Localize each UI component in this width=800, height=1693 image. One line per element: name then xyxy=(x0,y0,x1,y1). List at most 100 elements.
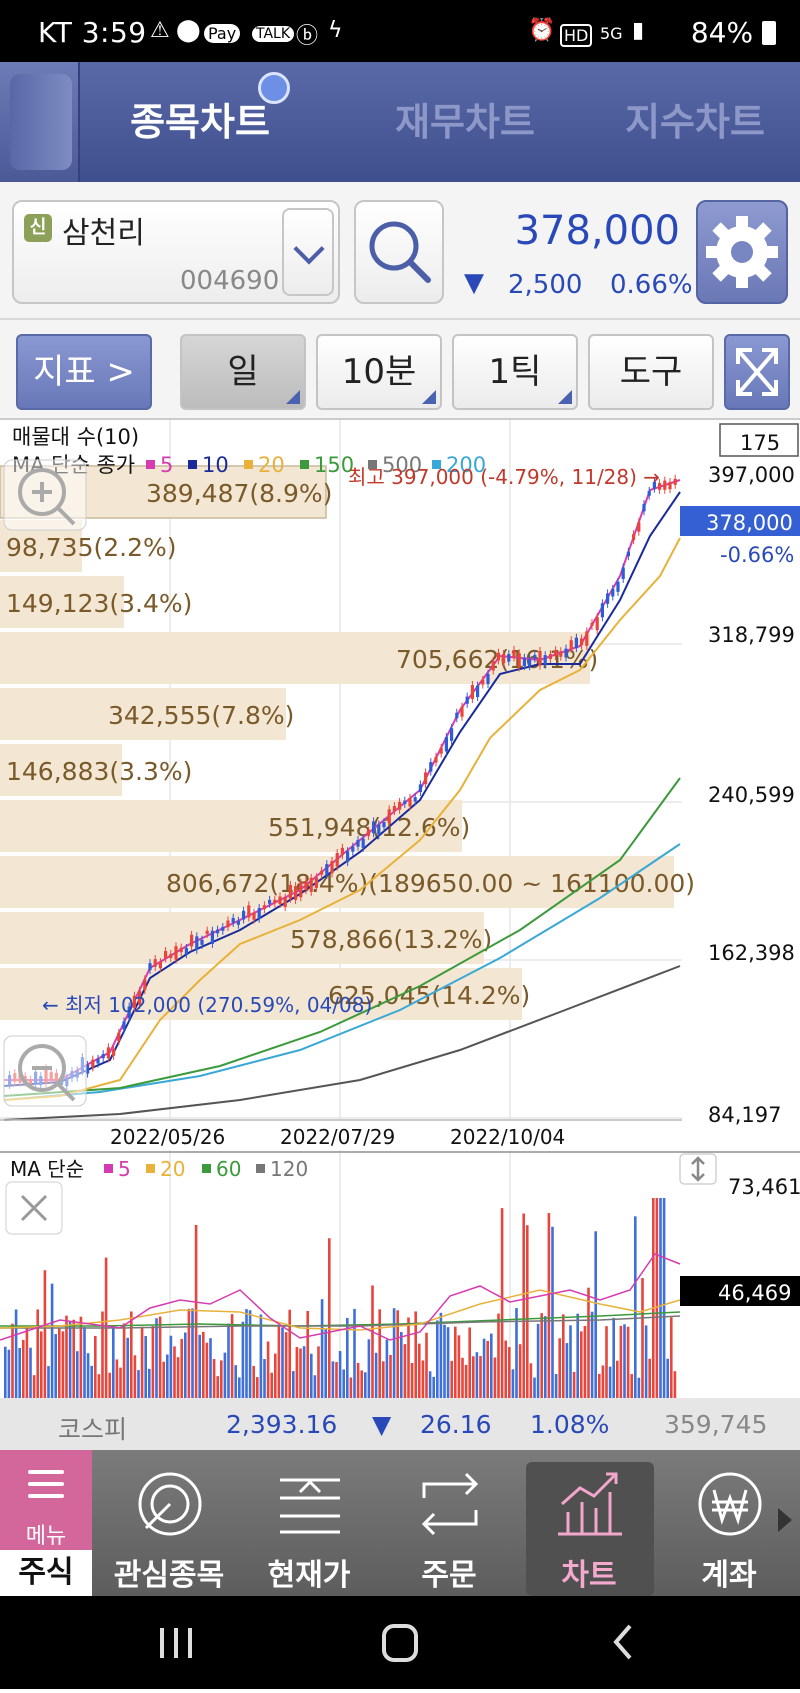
home-button[interactable] xyxy=(382,1624,418,1662)
down-arrow-icon: ▼ xyxy=(464,268,484,298)
volume-bar xyxy=(256,1377,259,1398)
volume-bar xyxy=(598,1373,601,1398)
candle-body xyxy=(616,581,620,592)
candle-body xyxy=(408,797,412,807)
candle-body xyxy=(91,1059,95,1068)
candle-body xyxy=(242,910,246,920)
indicator-button[interactable]: 지표 > xyxy=(16,334,152,410)
zoom-out-icon xyxy=(18,1044,76,1102)
zoom-in-button[interactable] xyxy=(3,459,87,531)
candle-body xyxy=(491,660,495,671)
tab-stock-chart[interactable]: 종목차트 xyxy=(130,100,270,144)
ma200-legend: 200 xyxy=(446,453,486,477)
volume-bar xyxy=(414,1311,417,1398)
volume-bar xyxy=(590,1311,594,1398)
search-button[interactable] xyxy=(354,200,444,304)
candle-body xyxy=(512,649,516,658)
vp-label-5: 342,555(7.8%) xyxy=(108,701,294,730)
resize-handle[interactable] xyxy=(679,1153,717,1185)
back-button[interactable] xyxy=(0,62,80,182)
period-day-button[interactable]: 일 xyxy=(180,334,306,410)
ma10-line xyxy=(3,491,681,1087)
vma120-legend: 120 xyxy=(270,1157,308,1181)
volume-bar xyxy=(137,1370,140,1398)
nav-account[interactable]: 계좌 xyxy=(664,1450,794,1596)
vma60-swatch xyxy=(202,1164,211,1173)
volume-bar xyxy=(65,1315,68,1398)
volume-bar xyxy=(446,1327,450,1398)
volume-bar xyxy=(565,1343,569,1398)
volume-bar xyxy=(349,1377,353,1398)
volume-bar xyxy=(594,1231,597,1398)
candle-body xyxy=(434,756,438,763)
price-change: 2,500 xyxy=(508,270,583,300)
ma10-swatch xyxy=(188,460,197,469)
tools-button[interactable]: 도구 xyxy=(588,334,714,410)
candle-body xyxy=(569,640,573,650)
y-tick-1: 397,000 xyxy=(708,463,795,487)
index-change-pct: 1.08% xyxy=(530,1410,610,1439)
volume-bar xyxy=(569,1325,572,1398)
period-minute-button[interactable]: 10분 xyxy=(316,334,442,410)
grid xyxy=(0,420,682,1398)
volume-bar xyxy=(22,1339,25,1398)
recent-apps-button[interactable] xyxy=(160,1628,192,1658)
volume-bar xyxy=(216,1376,219,1398)
candle-body xyxy=(216,929,220,934)
volume-bar xyxy=(36,1309,39,1398)
current-price: 378,000 xyxy=(514,208,680,254)
candle-body xyxy=(548,654,552,659)
volume-bar xyxy=(61,1331,65,1398)
nav-watchlist[interactable]: 관심종목 xyxy=(104,1450,234,1596)
volume-bar xyxy=(184,1332,187,1398)
volume-bar xyxy=(263,1359,266,1398)
nav-current-price[interactable]: 현재가 xyxy=(244,1450,374,1596)
period-tick-button[interactable]: 1틱 xyxy=(452,334,578,410)
volume-ma-legend: MA 단순 5 20 60 120 xyxy=(10,1157,308,1181)
volume-bar xyxy=(529,1363,533,1398)
zoom-out-button[interactable] xyxy=(3,1035,87,1107)
active-nav-highlight xyxy=(526,1462,654,1596)
candle-body xyxy=(169,953,173,958)
volume-bar xyxy=(400,1331,403,1398)
index-ticker[interactable]: 코스피 2,393.16 ▼ 26.16 1.08% 359,745 xyxy=(0,1398,800,1450)
vma20-swatch xyxy=(146,1164,155,1173)
volume-bar xyxy=(601,1365,605,1398)
volume-bar xyxy=(472,1356,475,1398)
ma5-swatch xyxy=(146,460,155,469)
volume-bar xyxy=(385,1339,389,1398)
candle-body xyxy=(621,567,625,579)
settings-button[interactable] xyxy=(696,200,788,304)
volume-bar xyxy=(353,1308,356,1398)
candle-body xyxy=(101,1054,105,1059)
volume-bar xyxy=(634,1216,637,1398)
volume-bar xyxy=(468,1327,471,1398)
order-exchange-icon xyxy=(421,1472,479,1536)
current-change-tag: -0.66% xyxy=(720,543,794,567)
ma150-legend: 150 xyxy=(314,453,354,477)
tab-financial-chart[interactable]: 재무차트 xyxy=(395,100,535,144)
tab-index-chart[interactable]: 지수차트 xyxy=(625,100,765,144)
candle-body xyxy=(346,851,350,863)
volume-bar xyxy=(11,1323,14,1398)
candle-body xyxy=(158,961,162,969)
vp-label-3: 149,123(3.4%) xyxy=(6,589,192,618)
expand-button[interactable] xyxy=(724,334,790,410)
nav-more-arrow-icon[interactable] xyxy=(778,1508,792,1532)
volume-bar xyxy=(54,1334,57,1398)
volume-bar xyxy=(162,1361,165,1398)
volume-bar xyxy=(518,1344,522,1398)
stock-section-label[interactable]: 주식 xyxy=(0,1550,92,1596)
candle-body xyxy=(335,852,339,867)
nav-chart[interactable]: 차트 xyxy=(524,1450,654,1596)
candle-body xyxy=(340,847,344,856)
back-nav-button[interactable] xyxy=(613,1624,632,1660)
candle-body xyxy=(590,622,594,626)
price-chart-area[interactable]: 389,487(8.9%) 98,735(2.2%) 149,123(3.4%)… xyxy=(0,420,800,1398)
candle-body xyxy=(299,882,303,898)
volume-bar xyxy=(122,1323,126,1398)
nav-order[interactable]: 주문 xyxy=(384,1450,514,1596)
stock-dropdown-button[interactable] xyxy=(282,208,334,296)
close-pane-button[interactable] xyxy=(5,1181,63,1235)
chevron-down-icon xyxy=(293,233,325,265)
